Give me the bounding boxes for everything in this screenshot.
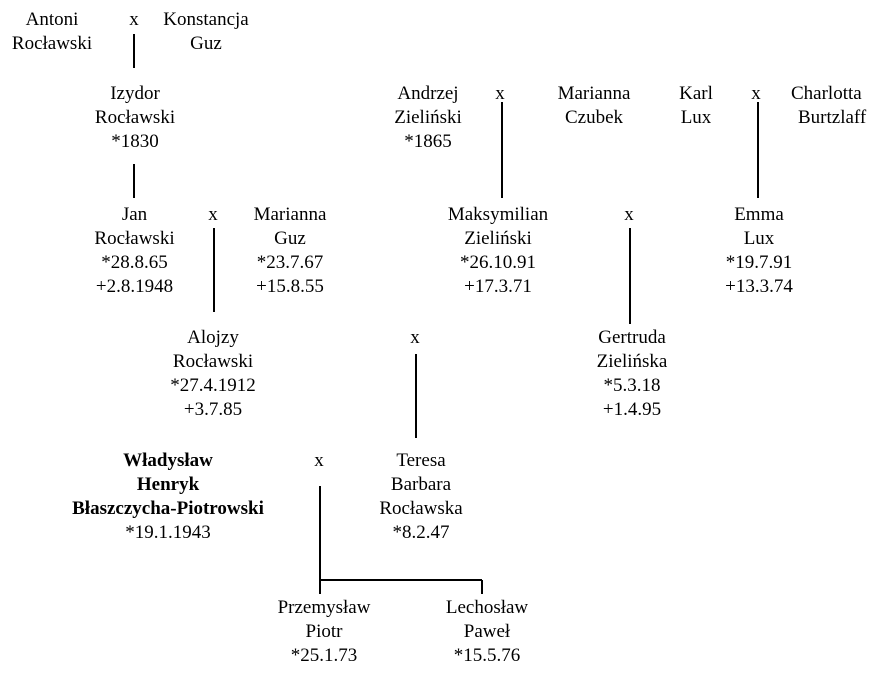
marriage-symbol-wladyslaw-teresa: x <box>314 450 324 471</box>
marriage-symbol-karl-charlotta: x <box>751 83 761 104</box>
person-gertruda: Gertruda Zielińska *5.3.18 +1.4.95 <box>596 327 668 420</box>
person-wladyslaw: Władysław Henryk Błaszczycha-Piotrowski … <box>72 450 264 543</box>
person-marianna-guz: Marianna Guz *23.7.67 +15.8.55 <box>253 204 327 297</box>
person-przemyslaw: Przemysław Piotr *25.1.73 <box>277 597 371 666</box>
marriage-symbol-alojzy-gertruda: x <box>410 327 420 348</box>
person-maksymilian: Maksymilian Zieliński *26.10.91 +17.3.71 <box>447 204 549 297</box>
person-emma: Emma Lux *19.7.91 +13.3.74 <box>725 204 793 297</box>
marriage-symbol-jan-marianna: x <box>208 204 218 225</box>
person-lechoslaw: Lechosław Paweł *15.5.76 <box>445 597 529 666</box>
marriage-symbol-andrzej-marianna: x <box>495 83 505 104</box>
person-alojzy: Alojzy Rocławski *27.4.1912 +3.7.85 <box>170 327 256 420</box>
marriage-symbol-antoni-konstancja: x <box>129 9 139 30</box>
person-charlotta: Charlotta Burtzlaff <box>791 83 867 128</box>
person-antoni: Antoni Rocławski <box>11 9 93 54</box>
person-andrzej: Andrzej Zieliński *1865 <box>394 83 462 152</box>
person-marianna-czubek: Marianna Czubek <box>557 83 631 128</box>
person-konstancja: Konstancja Guz <box>163 9 249 54</box>
marriage-symbol-maksymilian-emma: x <box>624 204 634 225</box>
person-izydor: Izydor Rocławski *1830 <box>94 83 176 152</box>
person-karl: Karl Lux <box>679 83 713 128</box>
person-jan: Jan Rocławski *28.8.65 +2.8.1948 <box>94 204 175 297</box>
person-teresa: Teresa Barbara Rocławska *8.2.47 <box>379 450 463 543</box>
